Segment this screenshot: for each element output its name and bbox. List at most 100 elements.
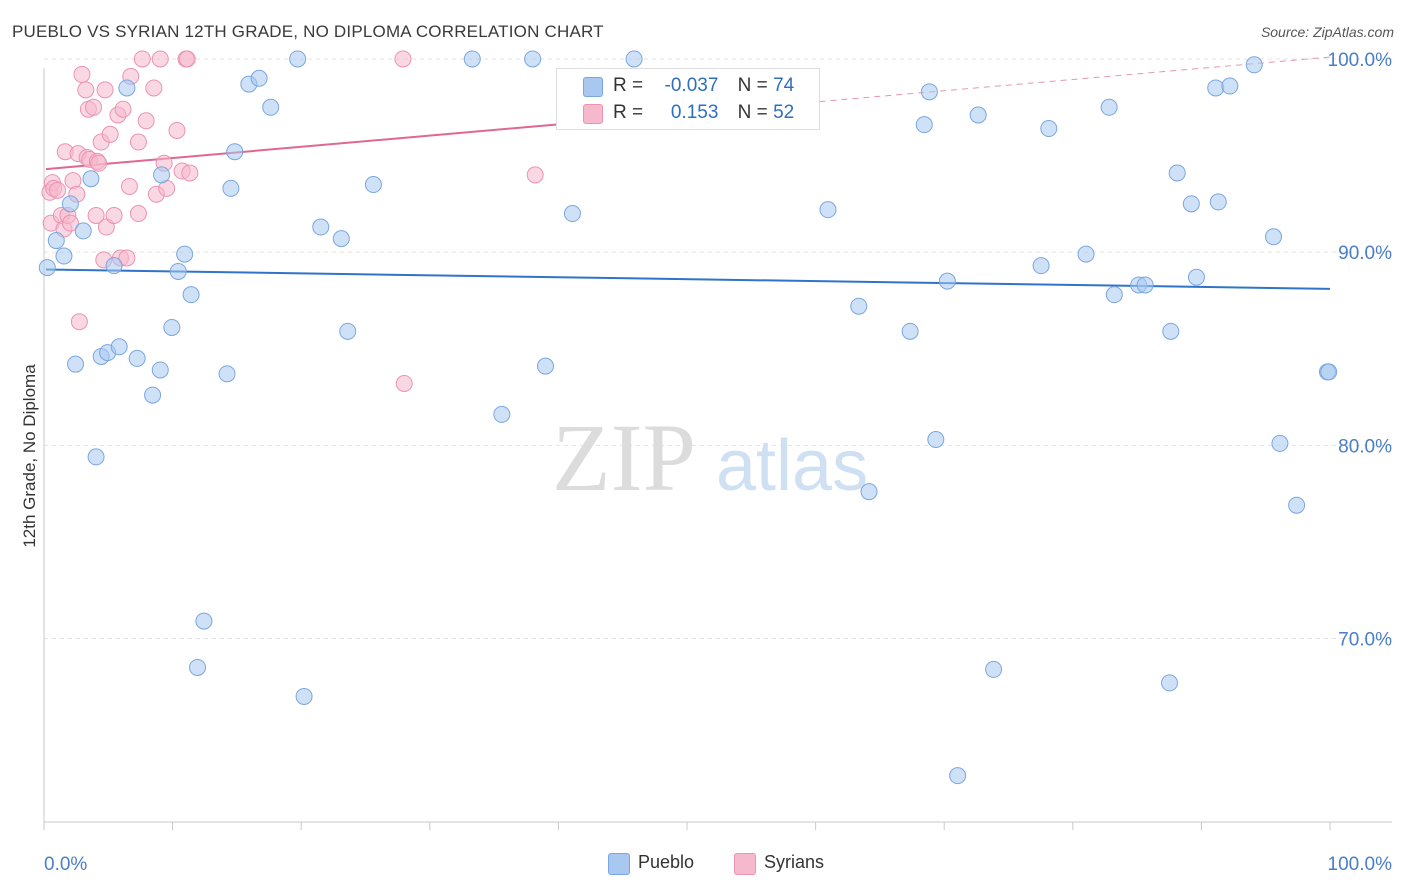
x-ticks	[43, 822, 1331, 830]
syrians-point	[101, 125, 119, 143]
syrians-point	[178, 50, 196, 68]
pueblo-point	[262, 98, 280, 116]
r-label: R =	[613, 102, 644, 123]
syrians-point	[526, 166, 544, 184]
pueblo-point	[38, 259, 56, 277]
pueblo-point	[1168, 164, 1186, 182]
syrians-point	[96, 81, 114, 99]
pueblo-point	[1207, 79, 1225, 97]
watermark-atlas: atlas	[716, 426, 868, 506]
syrians-point	[73, 65, 91, 83]
pueblo-point	[153, 166, 171, 184]
pueblo-point	[536, 357, 554, 375]
pueblo-swatch	[583, 77, 603, 97]
syrians-point	[87, 206, 105, 224]
pueblo-point	[189, 658, 207, 676]
pueblo-point	[1040, 120, 1058, 138]
y-tick-label: 80.0%	[1338, 436, 1392, 457]
pueblo-point	[463, 50, 481, 68]
pueblo-point	[163, 318, 181, 336]
pueblo-point	[250, 69, 268, 87]
y-tick-labels: 100.0% 90.0% 80.0% 70.0%	[1328, 50, 1393, 651]
chart-source: Source: ZipAtlas.com	[1260, 24, 1394, 40]
pueblo-point	[105, 257, 123, 275]
pueblo-point	[1136, 276, 1154, 294]
pueblo-point	[169, 262, 187, 280]
grid-lines	[44, 58, 1392, 639]
syrians-trend-extension	[687, 56, 1331, 114]
pueblo-point	[1288, 496, 1306, 514]
watermark-zip: ZIP	[552, 404, 696, 511]
pueblo-point	[850, 297, 868, 315]
pueblo-point	[985, 660, 1003, 678]
syrians-point	[129, 133, 147, 151]
pueblo-point	[364, 176, 382, 194]
x-tick-label-min: 0.0%	[44, 854, 87, 875]
watermark: ZIP atlas	[552, 404, 868, 511]
pueblo-point	[915, 116, 933, 134]
pueblo-point	[860, 483, 878, 501]
pueblo-point	[1100, 98, 1118, 116]
pueblo-trend-line	[45, 268, 1331, 290]
pueblo-point	[493, 405, 511, 423]
pueblo-point	[1265, 228, 1283, 246]
pueblo-point	[222, 179, 240, 197]
n-label: N =	[737, 102, 768, 123]
syrians-point	[118, 249, 136, 267]
pueblo-point	[1077, 245, 1095, 263]
pueblo-point	[47, 232, 65, 250]
n-value: 52	[773, 102, 795, 123]
y-tick-label: 100.0%	[1328, 50, 1393, 71]
x-tick-label-max: 100.0%	[1328, 854, 1393, 875]
syrians-point	[114, 100, 132, 118]
pueblo-point	[61, 195, 79, 213]
pueblo-point	[55, 247, 73, 265]
pueblo-point	[1032, 257, 1050, 275]
n-value: 74	[773, 75, 795, 96]
r-value: 0.153	[670, 102, 719, 123]
pueblo-point	[563, 205, 581, 223]
syrians-point	[85, 98, 103, 116]
pueblo-point	[144, 386, 162, 404]
pueblo-point	[938, 272, 956, 290]
pueblo-point	[1162, 322, 1180, 340]
syrians-point	[49, 181, 67, 199]
pueblo-point	[82, 170, 100, 188]
pueblo-point	[1187, 268, 1205, 286]
syrians-point	[395, 375, 413, 393]
r-value: -0.037	[664, 75, 719, 96]
pueblo-point	[74, 222, 92, 240]
pueblo-point	[151, 361, 169, 379]
pueblo-point	[176, 245, 194, 263]
pueblo-point	[920, 83, 938, 101]
syrians-point	[145, 79, 163, 97]
pueblo-legend-label: Pueblo	[638, 852, 695, 872]
pueblo-point	[625, 50, 643, 68]
pueblo-point	[110, 338, 128, 356]
syrians-point	[394, 50, 412, 68]
syrians-point	[70, 313, 88, 331]
y-tick-label: 90.0%	[1338, 243, 1392, 264]
pueblo-point	[87, 448, 105, 466]
syrians-point	[181, 164, 199, 182]
syrians-point	[133, 50, 151, 68]
syrians-point	[120, 177, 138, 195]
stats-legend: R = -0.037 N = 74 R = 0.153 N = 52	[556, 68, 820, 130]
pueblo-point	[226, 143, 244, 161]
pueblo-point	[927, 431, 945, 449]
syrians-point	[61, 214, 79, 232]
syrians-legend-label: Syrians	[764, 852, 825, 872]
pueblo-point	[1271, 434, 1289, 452]
syrians-point	[105, 206, 123, 224]
pueblo-point	[312, 218, 330, 236]
n-label: N =	[737, 75, 768, 96]
syrians-point	[90, 154, 108, 172]
legend-text-syrians: R = 0.153 N = 52	[613, 102, 794, 124]
pueblo-point	[524, 50, 542, 68]
syrians-point	[137, 112, 155, 130]
pueblo-point	[218, 365, 236, 383]
pueblo-point	[339, 322, 357, 340]
y-tick-label: 70.0%	[1338, 629, 1392, 650]
pueblo-point	[1161, 674, 1178, 692]
